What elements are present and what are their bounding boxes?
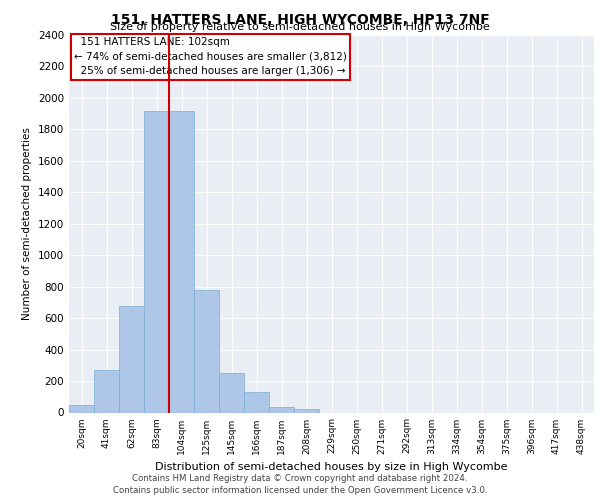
Bar bbox=[119, 306, 144, 412]
Bar bbox=[169, 110, 194, 412]
Y-axis label: Number of semi-detached properties: Number of semi-detached properties bbox=[22, 128, 32, 320]
Text: Contains HM Land Registry data © Crown copyright and database right 2024.
Contai: Contains HM Land Registry data © Crown c… bbox=[113, 474, 487, 495]
Text: Size of property relative to semi-detached houses in High Wycombe: Size of property relative to semi-detach… bbox=[110, 22, 490, 32]
Bar bbox=[269, 407, 294, 412]
Bar bbox=[294, 410, 319, 412]
X-axis label: Distribution of semi-detached houses by size in High Wycombe: Distribution of semi-detached houses by … bbox=[155, 462, 508, 472]
Text: 151, HATTERS LANE, HIGH WYCOMBE, HP13 7NF: 151, HATTERS LANE, HIGH WYCOMBE, HP13 7N… bbox=[110, 12, 490, 26]
Bar bbox=[244, 392, 269, 412]
Bar bbox=[194, 290, 219, 412]
Bar bbox=[69, 404, 94, 412]
Bar bbox=[144, 110, 169, 412]
Bar bbox=[219, 373, 244, 412]
Text: 151 HATTERS LANE: 102sqm
← 74% of semi-detached houses are smaller (3,812)
  25%: 151 HATTERS LANE: 102sqm ← 74% of semi-d… bbox=[74, 37, 347, 76]
Bar bbox=[94, 370, 119, 412]
